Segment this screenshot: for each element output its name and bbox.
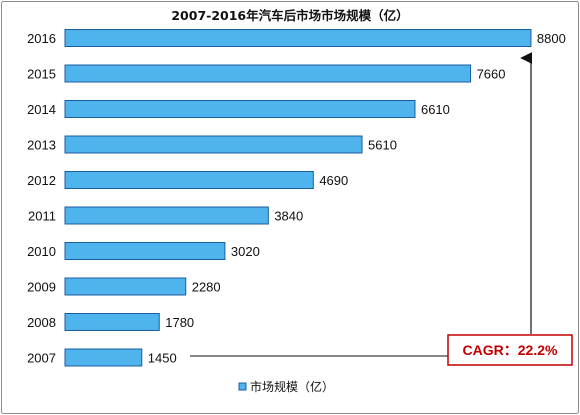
value-label-2012: 4690: [319, 173, 348, 188]
bar-2008: [64, 313, 160, 331]
year-label-2012: 2012: [27, 173, 56, 188]
bar-2009: [64, 277, 187, 296]
cagr-label: CAGR：22.2%: [463, 342, 558, 358]
bar-2015: [64, 64, 472, 83]
year-label-2011: 2011: [28, 209, 56, 224]
bar-2016: [64, 29, 532, 47]
value-label-2010: 3020: [231, 244, 260, 259]
chart-title: 2007-2016年汽车后市场市场规模（亿）: [171, 8, 408, 23]
value-label-2014: 6610: [421, 102, 450, 117]
bars-group: 2016 8800 2015 7660 2014 6610 2013 5610 2012 4690…: [27, 29, 566, 367]
value-label-2011: 3840: [274, 209, 303, 224]
year-label-2016: 2016: [27, 31, 56, 46]
legend: 市场规模（亿）: [238, 379, 334, 394]
value-label-2008: 1780: [165, 315, 194, 330]
legend-swatch: [238, 382, 247, 391]
year-label-2013: 2013: [27, 138, 56, 153]
cagr-box: [447, 334, 573, 366]
bar-2013: [64, 135, 363, 154]
value-label-2015: 7660: [477, 67, 506, 82]
year-label-2008: 2008: [27, 315, 56, 330]
cagr-annotation: CAGR：22.2%: [447, 334, 573, 366]
year-label-2007: 2007: [27, 351, 56, 366]
legend-label: 市场规模（亿）: [250, 379, 334, 394]
bar-2011: [64, 206, 269, 225]
year-label-2015: 2015: [27, 67, 56, 82]
bar-2014: [64, 100, 416, 118]
value-label-2009: 2280: [192, 280, 221, 295]
value-label-2016: 8800: [537, 31, 566, 46]
year-label-2014: 2014: [27, 102, 56, 117]
value-label-2007: 1450: [148, 351, 177, 366]
year-label-2010: 2010: [27, 244, 56, 259]
bar-2007: [64, 348, 143, 367]
year-label-2009: 2009: [27, 280, 56, 295]
bar-2010: [64, 242, 226, 260]
value-label-2013: 5610: [368, 138, 397, 153]
bar-2012: [64, 171, 314, 189]
